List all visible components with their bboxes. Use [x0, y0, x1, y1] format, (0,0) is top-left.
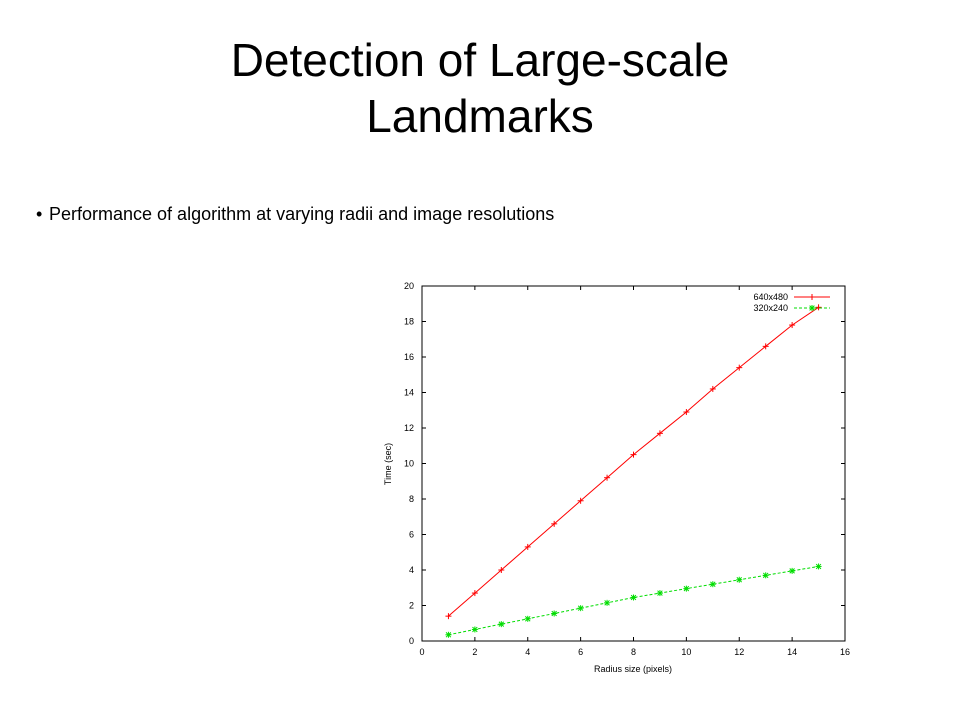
- data-point: [656, 590, 663, 597]
- data-point: [551, 520, 558, 527]
- data-point: [471, 590, 478, 597]
- y-tick-label: 6: [409, 530, 414, 540]
- x-axis-label: Radius size (pixels): [594, 664, 672, 674]
- data-point: [736, 364, 743, 371]
- plot-frame: [421, 285, 846, 642]
- y-tick-label: 20: [404, 281, 414, 291]
- bullet-list: • Performance of algorithm at varying rad…: [36, 200, 556, 229]
- bullet-glyph: •: [36, 204, 43, 224]
- y-tick-label: 14: [404, 388, 414, 398]
- data-point: [789, 322, 796, 329]
- y-tick-label: 18: [404, 317, 414, 327]
- data-point: [656, 430, 663, 437]
- data-point: [577, 605, 584, 612]
- data-point: [445, 631, 452, 638]
- slide-title-line-1: Detection of Large-scale: [230, 34, 730, 86]
- series-layer: [445, 304, 822, 638]
- data-point: [762, 572, 769, 579]
- line-chart: 0 2 4 6 8 10 12 14 16 0 2 4 6 8 10 12 14 16 18 20 Radius si…: [383, 281, 850, 674]
- axis-ticks: [421, 285, 846, 642]
- y-axis-label: Time (sec): [383, 443, 393, 485]
- x-tick-label: 2: [472, 647, 477, 657]
- data-point: [815, 304, 822, 311]
- slide-title: Detection of Large-scale Landmarks: [0, 32, 960, 144]
- data-point: [762, 343, 769, 350]
- data-point: [736, 576, 743, 583]
- data-point: [630, 451, 637, 458]
- y-tick-label: 4: [409, 565, 414, 575]
- data-point: [524, 543, 531, 550]
- data-point: [524, 615, 531, 622]
- x-tick-label: 12: [734, 647, 744, 657]
- x-tick-label: 0: [419, 647, 424, 657]
- x-tick-label: 16: [840, 647, 850, 657]
- data-point: [498, 567, 505, 573]
- data-point: [630, 594, 637, 601]
- x-tick-label: 10: [681, 647, 691, 657]
- y-tick-label: 16: [404, 352, 414, 362]
- y-tick-label: 12: [404, 423, 414, 433]
- y-tick-label: 2: [409, 601, 414, 611]
- legend-label: 640x480: [753, 292, 788, 302]
- data-point: [815, 563, 822, 570]
- data-point: [577, 497, 584, 504]
- x-tick-label: 8: [631, 647, 636, 657]
- slide-title-line-2: Landmarks: [366, 90, 594, 142]
- data-point: [445, 613, 452, 620]
- x-tick-label: 4: [525, 647, 530, 657]
- data-point: [683, 585, 690, 592]
- y-tick-label: 8: [409, 494, 414, 504]
- data-point: [809, 305, 815, 311]
- x-tick-label: 14: [787, 647, 797, 657]
- data-point: [604, 474, 611, 481]
- data-point: [471, 626, 478, 633]
- data-point: [551, 610, 558, 617]
- y-tick-label: 0: [409, 636, 414, 646]
- bullet-text: Performance of algorithm at varying radi…: [49, 204, 555, 224]
- legend-label: 320x240: [753, 303, 788, 313]
- data-point: [789, 567, 796, 574]
- data-point: [683, 409, 690, 416]
- y-tick-label: 10: [404, 459, 414, 469]
- data-point: [809, 294, 815, 300]
- bullet-item: • Performance of algorithm at varying rad…: [36, 200, 556, 229]
- axis-tick-labels: 0 2 4 6 8 10 12 14 16 0 2 4 6 8 10 12 14 16 18 20: [404, 281, 850, 657]
- data-point: [709, 581, 716, 588]
- data-point: [498, 621, 505, 628]
- series-line-320x240: [448, 565, 819, 636]
- data-point: [709, 385, 716, 392]
- x-tick-label: 6: [578, 647, 583, 657]
- data-point: [604, 599, 611, 606]
